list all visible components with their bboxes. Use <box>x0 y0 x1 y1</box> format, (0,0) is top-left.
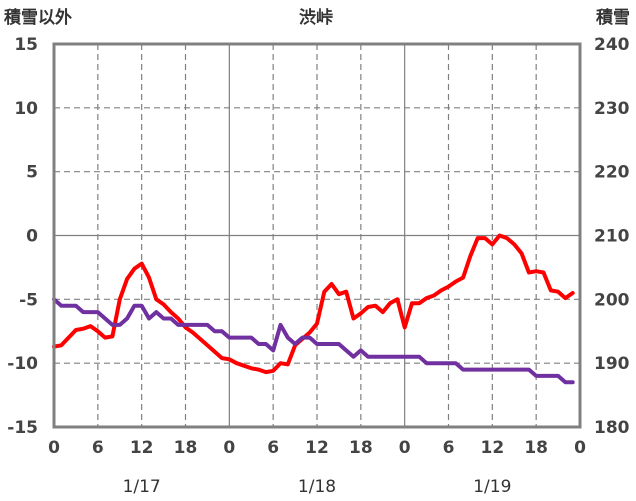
x-tick-label: 0 <box>223 438 235 458</box>
right-tick-label: 180 <box>594 418 630 438</box>
left-tick-label: -10 <box>7 354 38 374</box>
right-tick-label: 230 <box>594 99 630 119</box>
left-tick-label: 15 <box>14 35 38 55</box>
right-tick-label: 240 <box>594 35 630 55</box>
snow-depth-line <box>52 297 575 385</box>
x-tick-label: 6 <box>92 438 104 458</box>
left-tick-label: -5 <box>19 290 38 310</box>
date-label: 1/19 <box>473 477 511 497</box>
left-tick-label: 10 <box>14 99 38 119</box>
left-tick-label: -15 <box>7 418 38 438</box>
date-label: 1/17 <box>123 477 161 497</box>
x-tick-label: 0 <box>48 438 60 458</box>
plot-series <box>52 233 575 385</box>
plot-frame <box>52 42 582 429</box>
x-tick-label: 12 <box>480 438 504 458</box>
x-tick-label: 0 <box>399 438 411 458</box>
left-axis-label: 積雪以外 <box>4 7 72 28</box>
right-tick-label: 200 <box>594 290 630 310</box>
x-tick-label: 6 <box>443 438 455 458</box>
date-label: 1/18 <box>298 477 336 497</box>
x-tick-label: 18 <box>174 438 198 458</box>
temperature-line <box>52 233 575 375</box>
right-tick-label: 210 <box>594 227 630 247</box>
right-tick-label: 190 <box>594 354 630 374</box>
chart-title: 渋峠 <box>299 7 333 28</box>
left-tick-label: 5 <box>26 163 38 183</box>
x-tick-label: 6 <box>267 438 279 458</box>
right-axis-label: 積雪 <box>596 7 630 28</box>
x-tick-label: 12 <box>305 438 329 458</box>
x-tick-label: 18 <box>349 438 373 458</box>
right-tick-label: 220 <box>594 163 630 183</box>
gridlines <box>54 44 580 427</box>
x-tick-label: 0 <box>574 438 586 458</box>
x-tick-label: 18 <box>524 438 548 458</box>
x-tick-label: 12 <box>130 438 154 458</box>
left-tick-label: 0 <box>26 227 38 247</box>
